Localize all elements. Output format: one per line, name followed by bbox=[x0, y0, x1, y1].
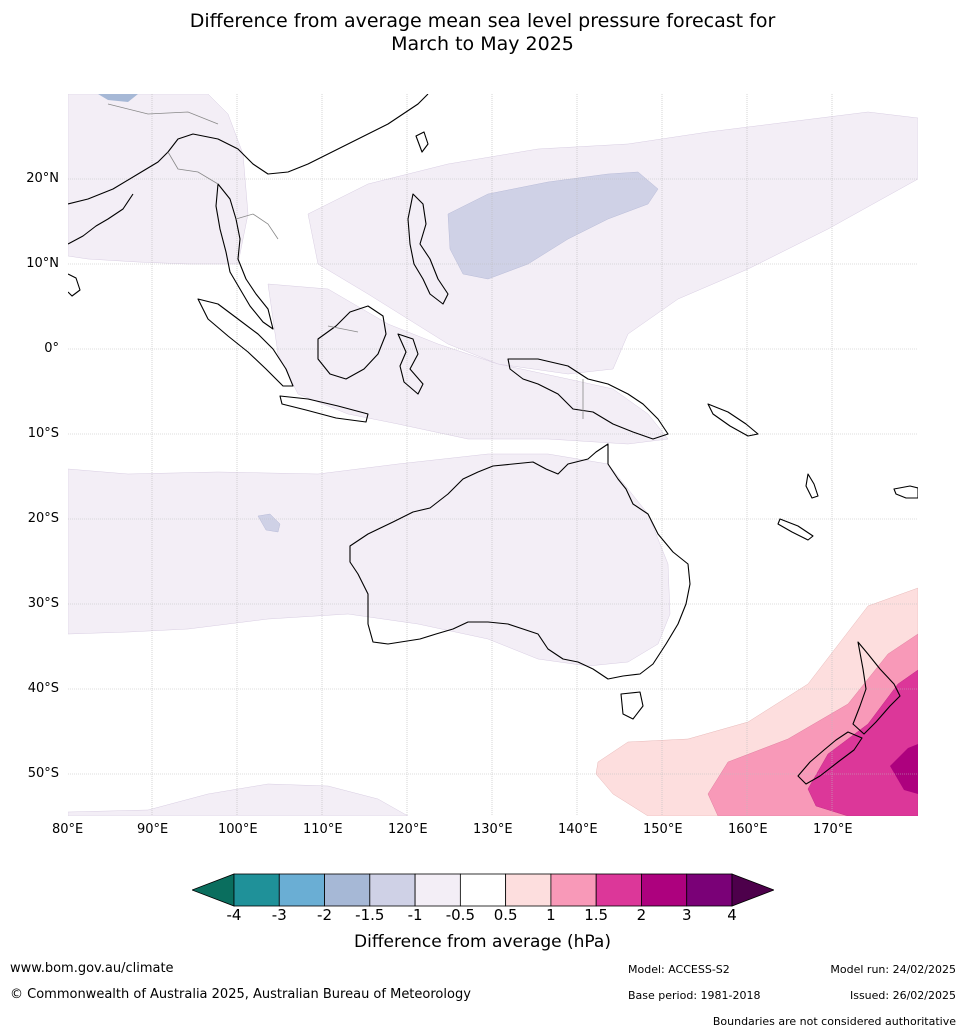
java-coastline bbox=[279, 395, 369, 423]
asia-coastline bbox=[68, 94, 429, 205]
anomaly-region-light-negative-south bbox=[68, 453, 671, 667]
colorbar-tick-label: 4 bbox=[727, 906, 737, 924]
nz-north-island-coastline bbox=[852, 641, 901, 735]
borneo-coastline bbox=[317, 305, 387, 380]
colorbar-cell bbox=[595, 873, 642, 907]
colorbar-tick-label: -0.5 bbox=[445, 906, 475, 924]
colorbar-cell bbox=[278, 873, 325, 907]
fiji-coastline bbox=[893, 485, 918, 499]
new-guinea-coastline bbox=[507, 358, 669, 440]
indochina-coastline bbox=[215, 183, 274, 330]
colorbar-extend-high bbox=[731, 873, 776, 907]
lat-label-40s: 40°S bbox=[27, 681, 59, 696]
model-text: Model: ACCESS-S2 bbox=[628, 963, 730, 976]
anomaly-region-moderate-negative-philippine-sea bbox=[447, 171, 659, 280]
philippines-coastline bbox=[407, 193, 449, 305]
anomaly-region-light-negative-pacific bbox=[307, 111, 918, 375]
colorbar-extend-low bbox=[190, 873, 235, 907]
colorbar-tick-label: -1 bbox=[407, 906, 423, 924]
nz-south-island-coastline bbox=[797, 731, 863, 785]
sumatra-coastline bbox=[197, 298, 294, 387]
lat-label-20s: 20°S bbox=[27, 511, 59, 526]
solomon-islands-coastline bbox=[707, 403, 759, 437]
lon-label-160e: 160°E bbox=[728, 822, 768, 837]
colorbar-cell bbox=[324, 873, 371, 907]
colorbar-cell bbox=[686, 873, 733, 907]
lon-label-150e: 150°E bbox=[643, 822, 683, 837]
tasmania-coastline bbox=[620, 691, 644, 720]
anomaly-region-very-strong-positive bbox=[890, 744, 918, 794]
colorbar-tick-label: 1.5 bbox=[584, 906, 609, 924]
colorbar-cell bbox=[414, 873, 461, 907]
colorbar-cells bbox=[190, 873, 776, 907]
anomaly-region-light-negative-southern-ocean bbox=[68, 783, 409, 816]
lon-label-80e: 80°E bbox=[52, 822, 84, 837]
title-line-2: March to May 2025 bbox=[391, 33, 574, 55]
lon-label-140e: 140°E bbox=[558, 822, 598, 837]
map-title: Difference from average mean sea level p… bbox=[0, 10, 965, 56]
colorbar-tick-label: 1 bbox=[546, 906, 556, 924]
colorbar-cell bbox=[459, 873, 507, 907]
lon-label-90e: 90°E bbox=[137, 822, 169, 837]
issued-text: Issued: 26/02/2025 bbox=[849, 989, 956, 1002]
title-line-1: Difference from average mean sea level p… bbox=[189, 10, 776, 32]
colorbar-cell bbox=[550, 873, 597, 907]
colorbar bbox=[190, 873, 776, 907]
australia-coastline bbox=[349, 443, 691, 680]
map-area bbox=[68, 94, 918, 816]
colorbar-graphic bbox=[190, 873, 776, 907]
coastlines bbox=[68, 94, 918, 785]
lat-label-30s: 30°S bbox=[27, 596, 59, 611]
pressure-anomaly-map bbox=[68, 94, 918, 816]
lon-label-130e: 130°E bbox=[473, 822, 513, 837]
colorbar-tick-label: -3 bbox=[271, 906, 287, 924]
lat-label-50s: 50°S bbox=[27, 766, 59, 781]
colorbar-tick-label: 0.5 bbox=[493, 906, 518, 924]
lat-label-10s: 10°S bbox=[27, 426, 59, 441]
india-coastline bbox=[68, 193, 134, 245]
anomaly-region-strong-positive bbox=[807, 669, 918, 816]
boundaries-note: Boundaries are not considered authoritat… bbox=[712, 1015, 956, 1028]
colorbar-tick-label: -1.5 bbox=[355, 906, 385, 924]
anomaly-region-moderate-negative-top bbox=[98, 94, 138, 102]
colorbar-tick-label: 3 bbox=[681, 906, 692, 924]
colorbar-cell bbox=[641, 873, 688, 907]
lat-label-0: 0° bbox=[44, 341, 59, 356]
lon-label-170e: 170°E bbox=[813, 822, 853, 837]
colorbar-tick-label: 2 bbox=[636, 906, 647, 924]
copyright-text: © Commonwealth of Australia 2025, Austra… bbox=[10, 987, 471, 1002]
base-period-text: Base period: 1981-2018 bbox=[628, 989, 761, 1002]
lon-label-110e: 110°E bbox=[303, 822, 343, 837]
colorbar-cell bbox=[233, 873, 280, 907]
lon-label-100e: 100°E bbox=[218, 822, 258, 837]
website-url: www.bom.gov.au/climate bbox=[10, 961, 174, 976]
colorbar-cell bbox=[369, 873, 416, 907]
lon-label-120e: 120°E bbox=[388, 822, 428, 837]
sri-lanka-coastline bbox=[68, 273, 81, 297]
country-borders bbox=[107, 103, 584, 419]
graticule bbox=[68, 94, 918, 816]
lat-label-10n: 10°N bbox=[26, 256, 59, 271]
anomaly-region-moderate-negative-small bbox=[257, 513, 281, 533]
colorbar-cell bbox=[505, 873, 552, 907]
colorbar-tick-label: -4 bbox=[226, 906, 242, 924]
model-run-text: Model run: 24/02/2025 bbox=[830, 963, 956, 976]
new-caledonia-coastline bbox=[777, 518, 814, 541]
vanuatu-coastline bbox=[805, 473, 819, 499]
colorbar-label: Difference from average (hPa) bbox=[354, 932, 611, 952]
sulawesi-coastline bbox=[397, 333, 424, 395]
lat-label-20n: 20°N bbox=[26, 171, 59, 186]
colorbar-tick-label: -2 bbox=[317, 906, 333, 924]
taiwan-coastline bbox=[415, 131, 429, 153]
